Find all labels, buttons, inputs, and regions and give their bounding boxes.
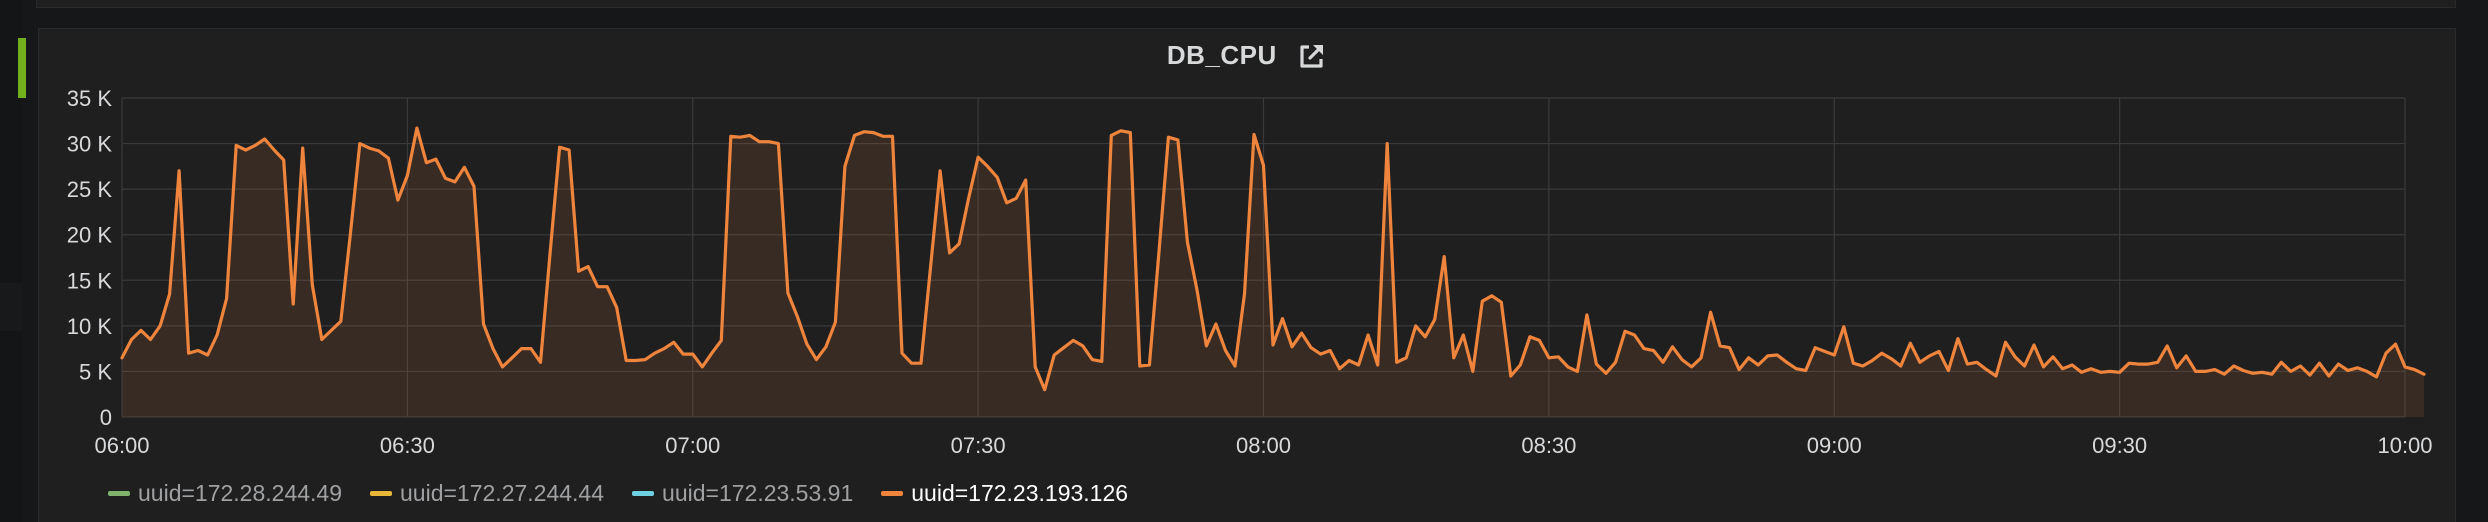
- panel-title[interactable]: DB_CPU: [1166, 40, 1277, 70]
- legend-swatch: [370, 490, 393, 496]
- legend-label: uuid=172.23.53.91: [662, 479, 854, 506]
- x-tick-label: 07:30: [951, 433, 1006, 458]
- x-tick-label: 07:00: [665, 433, 720, 458]
- x-tick-label: 09:30: [2092, 433, 2147, 458]
- row-collapse-marker[interactable]: [18, 38, 26, 98]
- x-tick-label: 08:00: [1236, 433, 1291, 458]
- legend-label: uuid=172.28.244.49: [138, 479, 343, 506]
- previous-panel-edge: [36, 0, 2456, 8]
- y-tick-label: 20 K: [67, 223, 113, 248]
- x-tick-label: 06:30: [380, 433, 435, 458]
- y-tick-label: 30 K: [67, 132, 113, 157]
- series-line: [120, 126, 2426, 392]
- y-tick-label: 35 K: [67, 86, 113, 111]
- y-tick-label: 15 K: [67, 268, 113, 293]
- legend-label: uuid=172.27.244.44: [400, 479, 605, 506]
- legend: uuid=172.28.244.49 uuid=172.27.244.44 uuid…: [108, 478, 1156, 508]
- side-strip: [0, 0, 22, 522]
- series-area: [122, 128, 2424, 417]
- legend-item[interactable]: uuid=172.23.53.91: [632, 480, 853, 507]
- legend-item[interactable]: uuid=172.28.244.49: [108, 480, 342, 507]
- external-link-icon[interactable]: [1297, 41, 1327, 71]
- legend-item[interactable]: uuid=172.27.244.44: [370, 480, 604, 507]
- legend-item[interactable]: uuid=172.23.193.126: [881, 480, 1128, 507]
- legend-swatch: [108, 490, 130, 496]
- x-tick-label: 09:00: [1807, 433, 1862, 458]
- y-tick-label: 25 K: [67, 177, 113, 202]
- legend-label: uuid=172.23.193.126: [911, 479, 1129, 506]
- y-tick-label: 5 K: [79, 359, 112, 384]
- legend-swatch: [632, 490, 655, 496]
- panel-header: DB_CPU: [38, 40, 2456, 71]
- y-tick-label: 0: [100, 405, 112, 430]
- x-tick-label: 06:00: [94, 433, 149, 458]
- legend-swatch: [881, 490, 904, 496]
- side-strip-block: [0, 283, 22, 331]
- x-tick-label: 08:30: [1521, 433, 1576, 458]
- x-tick-label: 10:00: [2377, 433, 2432, 458]
- y-tick-label: 10 K: [67, 314, 113, 339]
